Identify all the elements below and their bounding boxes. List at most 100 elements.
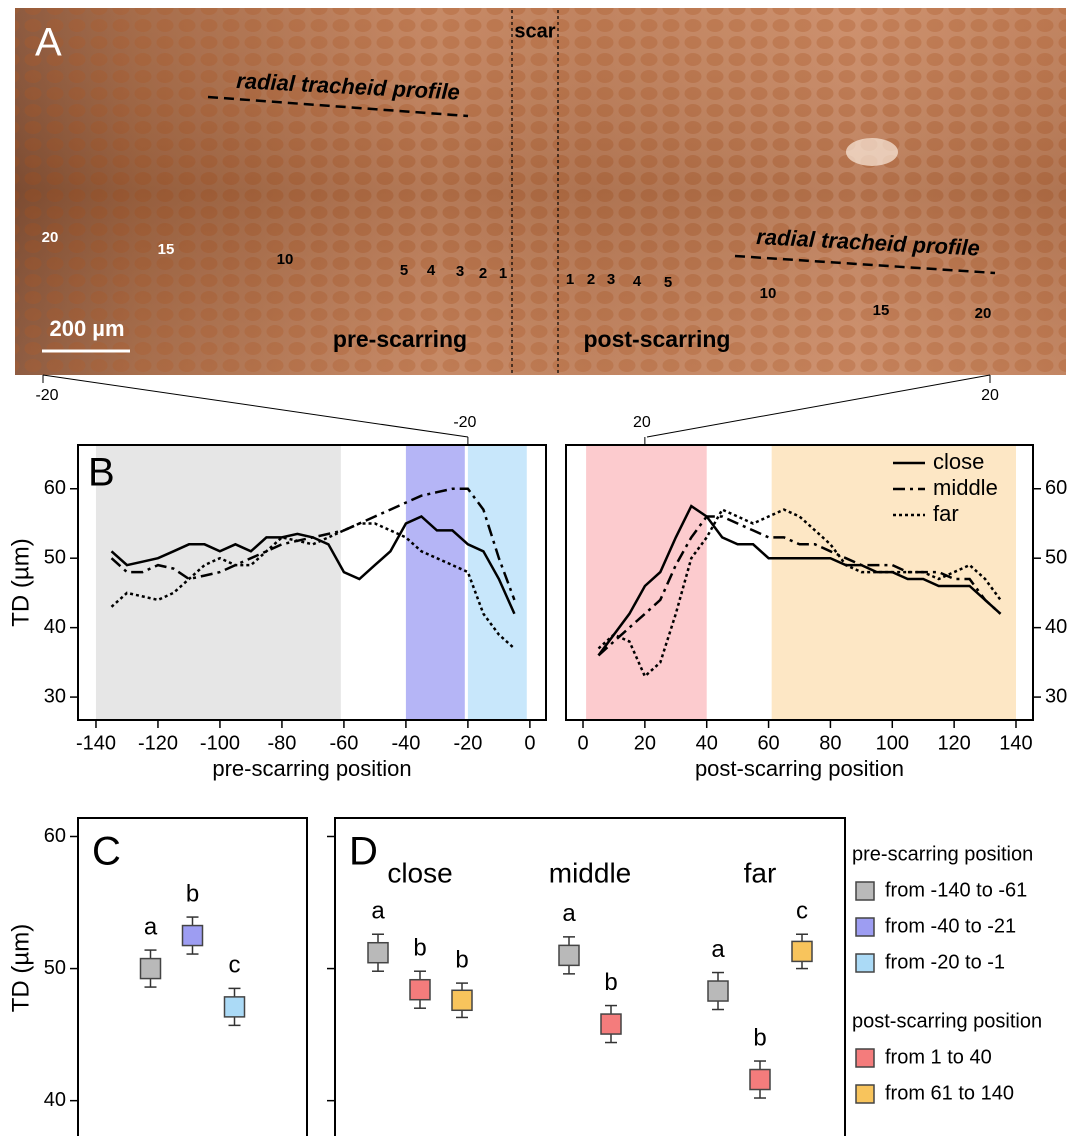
legend-swatch: [855, 881, 875, 901]
x-tick-label: 20: [634, 732, 656, 754]
significance-letter: b: [604, 969, 617, 996]
y-tick-label: 40: [1045, 616, 1067, 638]
y-tick-label: 50: [44, 546, 66, 568]
position-label: 20: [981, 387, 999, 404]
profile-line: [207, 95, 469, 118]
cell-number: 4: [427, 262, 436, 279]
shaded-band: [95, 445, 341, 720]
y-tick-label: 60: [44, 825, 66, 847]
cell-number: 3: [456, 263, 464, 280]
x-axis-label: pre-scarring position: [212, 756, 411, 781]
x-tick-label: 60: [757, 732, 779, 754]
cell-number: 20: [42, 229, 59, 246]
significance-letter: a: [562, 900, 576, 927]
point-marker: [139, 957, 162, 980]
cell-number: 15: [873, 302, 890, 319]
cell-number: 1: [499, 265, 507, 282]
plot-frame: [565, 444, 1034, 721]
legend-swatch: [855, 917, 875, 937]
plot-frame: [77, 444, 547, 721]
panel-label: A: [35, 21, 62, 65]
legend-swatch: [855, 953, 875, 973]
significance-letter: b: [455, 946, 468, 973]
significance-letter: a: [144, 913, 158, 940]
panel-label: B: [88, 451, 115, 495]
point-marker: [707, 980, 729, 1002]
x-tick-label: 0: [577, 732, 588, 754]
photo-highlight: [846, 138, 898, 166]
y-tick-label: 60: [1045, 477, 1067, 499]
point-marker: [558, 944, 580, 967]
position-label: -20: [35, 387, 58, 404]
x-tick-label: 40: [696, 732, 718, 754]
point-marker: [791, 940, 813, 963]
point-marker: [451, 989, 473, 1012]
significance-letter: b: [413, 935, 426, 962]
significance-letter: a: [711, 936, 725, 963]
significance-letter: b: [186, 880, 199, 907]
post-scarring-label: post-scarring: [584, 326, 731, 352]
legend-title: post-scarring position: [852, 1010, 1042, 1032]
x-tick-label: -80: [267, 732, 296, 754]
series-line: [597, 504, 1002, 657]
series-line: [110, 487, 516, 601]
x-tick-label: -140: [76, 732, 116, 754]
connector-line: [646, 374, 991, 438]
legend-label: from -140 to -61: [885, 879, 1027, 901]
significance-letter: c: [796, 898, 808, 925]
x-tick-label: -40: [391, 732, 420, 754]
x-tick-label: 120: [937, 732, 970, 754]
shaded-band: [467, 445, 527, 720]
series-line: [597, 515, 1002, 657]
point-marker: [409, 978, 431, 1001]
y-tick-label: 30: [44, 685, 66, 707]
x-tick-label: -100: [200, 732, 240, 754]
cell-number: 5: [400, 262, 408, 279]
shaded-band: [586, 445, 707, 720]
legend-label: from 61 to 140: [885, 1082, 1014, 1104]
scar-label: scar: [514, 20, 555, 42]
photo: A scar radial tracheid profile radial tr…: [15, 8, 1066, 375]
cell-number: 2: [587, 271, 595, 288]
category-label: middle: [549, 857, 631, 888]
cell-number: 10: [760, 285, 777, 302]
legend-title: pre-scarring position: [852, 843, 1033, 865]
significance-letter: b: [753, 1024, 766, 1051]
shaded-band: [771, 445, 1016, 720]
top-tick-label: 20: [633, 414, 651, 431]
cell-number: 1: [566, 271, 574, 288]
profile-line: [734, 254, 996, 275]
panel-label: D: [349, 830, 378, 874]
legend-label: from 1 to 40: [885, 1046, 992, 1068]
category-label: close: [387, 857, 452, 888]
y-tick-label: 60: [44, 477, 66, 499]
cell-number: 5: [664, 274, 672, 291]
x-tick-label: -60: [329, 732, 358, 754]
significance-letter: c: [229, 952, 241, 979]
cell-number: 20: [975, 305, 992, 322]
point-marker: [367, 941, 389, 964]
point-marker: [223, 996, 246, 1018]
y-axis-label: TD (µm): [7, 924, 34, 1012]
point-marker: [181, 924, 204, 947]
legend-label: from -40 to -21: [885, 915, 1016, 937]
x-tick-label: 100: [876, 732, 909, 754]
top-tick-label: -20: [453, 414, 476, 431]
significance-letter: a: [371, 898, 385, 925]
point-marker: [749, 1068, 771, 1091]
y-tick-label: 30: [1045, 685, 1067, 707]
y-tick-label: 40: [44, 616, 66, 638]
legend-swatch: [855, 1048, 875, 1068]
category-label: far: [744, 857, 777, 888]
x-tick-label: -120: [138, 732, 178, 754]
x-tick-label: 140: [999, 732, 1032, 754]
y-tick-label: 40: [44, 1089, 66, 1111]
legend-label: far: [933, 501, 959, 526]
x-tick-label: -20: [453, 732, 482, 754]
plot-frame: [77, 817, 308, 1136]
y-axis-label: TD (µm): [7, 538, 34, 626]
panel-label: C: [92, 830, 121, 874]
connector-line: [42, 374, 469, 438]
legend-label: from -20 to -1: [885, 951, 1005, 973]
cell-number: 3: [607, 271, 615, 288]
